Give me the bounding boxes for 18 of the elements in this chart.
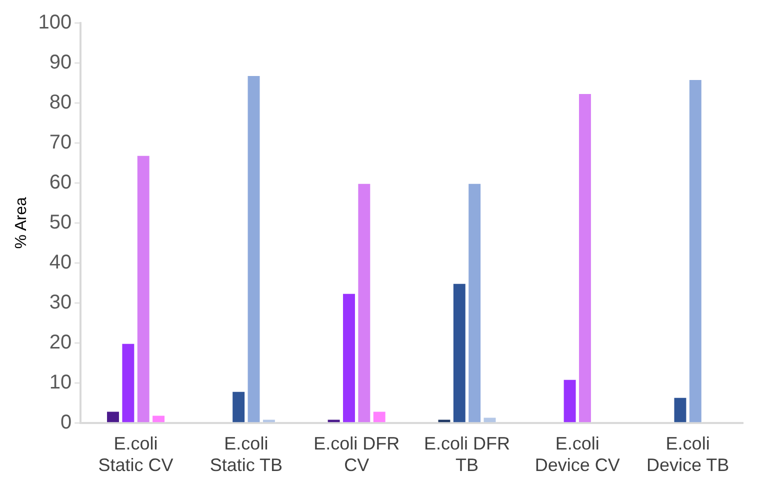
y-tick-label: 0	[60, 411, 72, 434]
y-tick-label: 10	[49, 371, 72, 394]
y-tick-label: 90	[49, 51, 72, 74]
y-tick-label: 20	[49, 331, 72, 354]
x-tick-label: E.coli Static CV	[98, 434, 174, 476]
y-tick-label: 70	[49, 131, 72, 154]
x-tick-label: E.coli Static TB	[210, 434, 283, 476]
x-tick-label: E.coli DFR TB	[424, 434, 510, 476]
y-tick-label: 60	[49, 171, 72, 194]
y-tick-label: 40	[49, 251, 72, 274]
x-tick-label: E.coli Device TB	[646, 434, 730, 476]
y-tick-label: 80	[49, 91, 72, 114]
y-tick-label: 50	[49, 211, 72, 234]
y-tick-label: 30	[49, 291, 72, 314]
x-tick-label: E.coli Device CV	[534, 434, 620, 476]
y-axis-title: % Area	[13, 197, 30, 249]
x-tick-label: E.coli DFR CV	[314, 434, 400, 476]
y-tick-label: 100	[38, 12, 72, 34]
